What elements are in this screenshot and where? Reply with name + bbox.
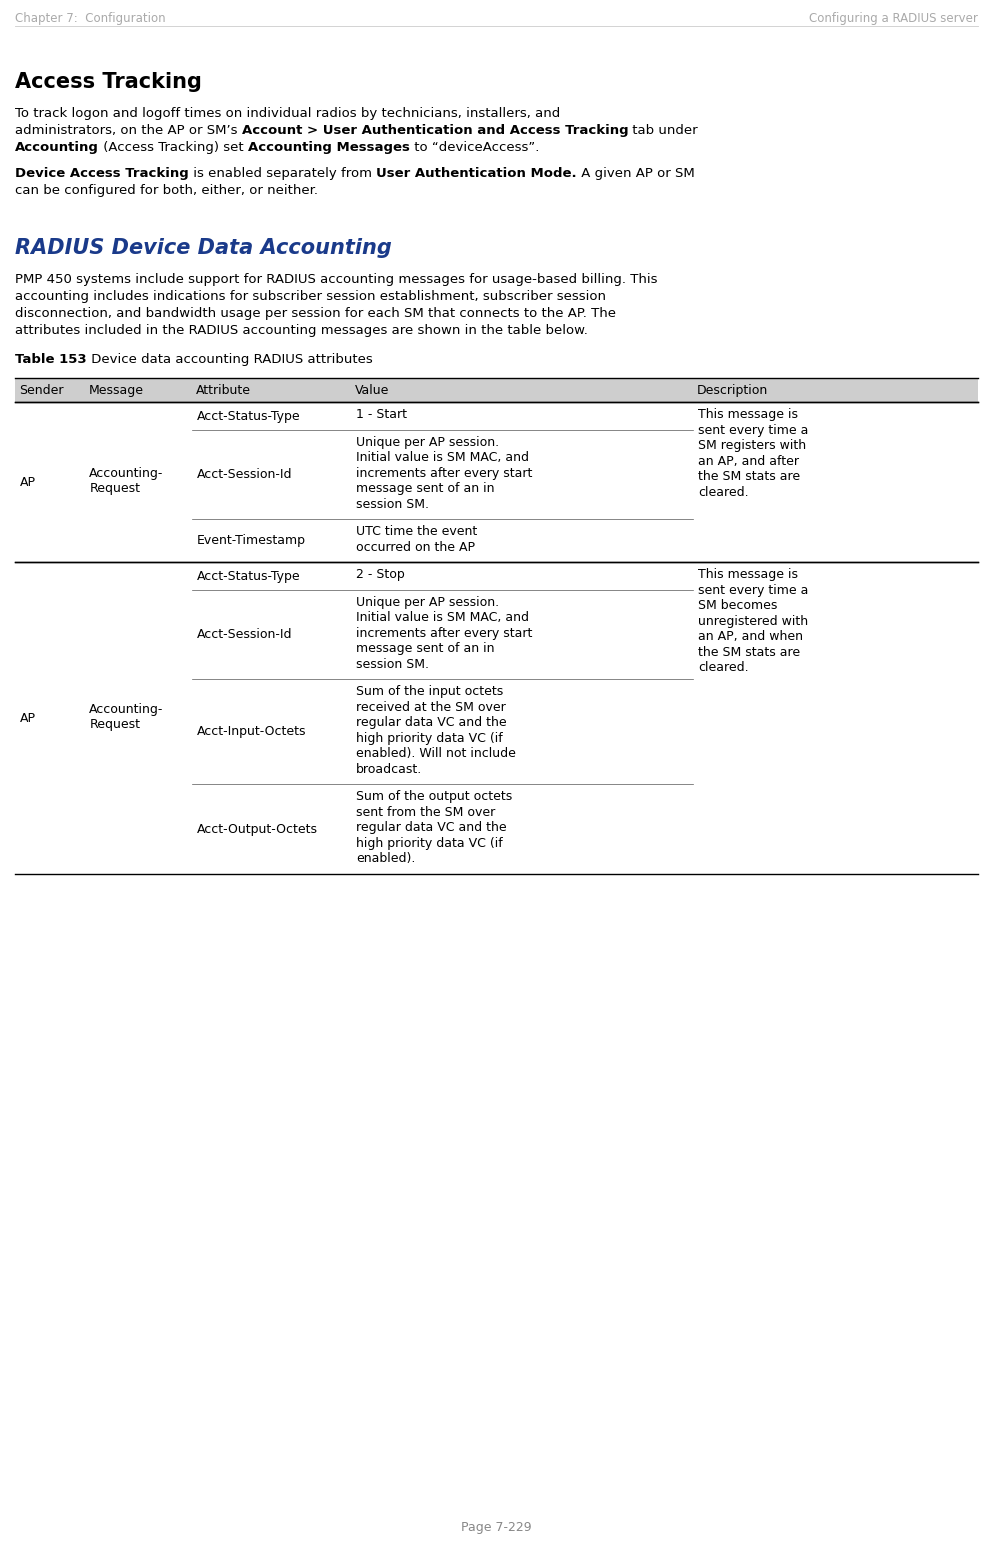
Text: Initial value is SM MAC, and: Initial value is SM MAC, and (356, 612, 529, 624)
Text: session SM.: session SM. (356, 658, 429, 671)
Text: Chapter 7:  Configuration: Chapter 7: Configuration (15, 12, 166, 25)
Text: Accounting-: Accounting- (89, 467, 164, 479)
Text: the SM stats are: the SM stats are (698, 646, 800, 658)
Text: broadcast.: broadcast. (356, 762, 422, 776)
Text: Account > User Authentication and Access Tracking: Account > User Authentication and Access… (241, 124, 629, 137)
Text: an AP, and after: an AP, and after (698, 454, 799, 468)
Text: Device data accounting RADIUS attributes: Device data accounting RADIUS attributes (86, 353, 372, 366)
Text: enabled). Will not include: enabled). Will not include (356, 747, 516, 761)
Text: SM becomes: SM becomes (698, 599, 778, 613)
Text: increments after every start: increments after every start (356, 467, 532, 479)
Text: This message is: This message is (698, 568, 798, 582)
Text: Table 153: Table 153 (15, 353, 86, 366)
Text: Value: Value (355, 384, 389, 397)
Text: Description: Description (697, 384, 769, 397)
Text: is enabled separately from: is enabled separately from (189, 166, 376, 179)
Text: AP: AP (20, 711, 36, 725)
Text: PMP 450 systems include support for RADIUS accounting messages for usage-based b: PMP 450 systems include support for RADI… (15, 272, 657, 286)
Text: Acct-Status-Type: Acct-Status-Type (198, 409, 301, 423)
Text: Event-Timestamp: Event-Timestamp (198, 534, 306, 548)
Text: attributes included in the RADIUS accounting messages are shown in the table bel: attributes included in the RADIUS accoun… (15, 324, 588, 338)
Text: Acct-Input-Octets: Acct-Input-Octets (198, 725, 307, 738)
Text: Acct-Status-Type: Acct-Status-Type (198, 569, 301, 582)
Text: Acct-Output-Octets: Acct-Output-Octets (198, 823, 318, 836)
Text: Request: Request (89, 717, 140, 731)
Text: high priority data VC (if: high priority data VC (if (356, 731, 502, 745)
Text: 2 - Stop: 2 - Stop (356, 568, 405, 582)
Text: regular data VC and the: regular data VC and the (356, 822, 506, 834)
Text: Accounting-: Accounting- (89, 703, 164, 716)
Text: can be configured for both, either, or neither.: can be configured for both, either, or n… (15, 184, 318, 196)
Text: Accounting: Accounting (15, 142, 99, 154)
Text: sent from the SM over: sent from the SM over (356, 806, 496, 818)
Text: Page 7-229: Page 7-229 (461, 1522, 532, 1534)
Text: Configuring a RADIUS server: Configuring a RADIUS server (809, 12, 978, 25)
Text: administrators, on the AP or SM’s: administrators, on the AP or SM’s (15, 124, 241, 137)
Text: increments after every start: increments after every start (356, 627, 532, 640)
Text: high priority data VC (if: high priority data VC (if (356, 837, 502, 850)
Text: 1 - Start: 1 - Start (356, 408, 407, 422)
Text: (Access Tracking) set: (Access Tracking) set (99, 142, 247, 154)
Text: received at the SM over: received at the SM over (356, 700, 505, 714)
Text: sent every time a: sent every time a (698, 423, 808, 437)
Text: cleared.: cleared. (698, 661, 749, 674)
Text: occurred on the AP: occurred on the AP (356, 541, 475, 554)
Text: Sum of the output octets: Sum of the output octets (356, 790, 512, 803)
Text: RADIUS Device Data Accounting: RADIUS Device Data Accounting (15, 238, 392, 258)
Text: unregistered with: unregistered with (698, 615, 808, 627)
Text: an AP, and when: an AP, and when (698, 630, 803, 643)
Text: the SM stats are: the SM stats are (698, 470, 800, 484)
Text: SM registers with: SM registers with (698, 439, 806, 453)
Text: AP: AP (20, 476, 36, 489)
Text: Sum of the input octets: Sum of the input octets (356, 685, 503, 699)
Text: This message is: This message is (698, 408, 798, 422)
Text: Initial value is SM MAC, and: Initial value is SM MAC, and (356, 451, 529, 464)
Text: enabled).: enabled). (356, 853, 415, 865)
Text: session SM.: session SM. (356, 498, 429, 510)
Text: Sender: Sender (19, 384, 64, 397)
Text: Acct-Session-Id: Acct-Session-Id (198, 468, 293, 481)
Text: Acct-Session-Id: Acct-Session-Id (198, 629, 293, 641)
Text: UTC time the event: UTC time the event (356, 526, 478, 538)
Text: sent every time a: sent every time a (698, 584, 808, 598)
Text: Accounting Messages: Accounting Messages (247, 142, 410, 154)
Text: regular data VC and the: regular data VC and the (356, 716, 506, 730)
Text: cleared.: cleared. (698, 485, 749, 499)
Text: Attribute: Attribute (197, 384, 251, 397)
Text: Device Access Tracking: Device Access Tracking (15, 166, 189, 179)
Text: tab under: tab under (629, 124, 698, 137)
Text: Unique per AP session.: Unique per AP session. (356, 596, 499, 608)
Text: To track logon and logoff times on individual radios by technicians, installers,: To track logon and logoff times on indiv… (15, 107, 560, 120)
Text: Access Tracking: Access Tracking (15, 72, 202, 92)
Text: A given AP or SM: A given AP or SM (577, 166, 694, 179)
Text: message sent of an in: message sent of an in (356, 482, 495, 495)
Text: Unique per AP session.: Unique per AP session. (356, 436, 499, 448)
Text: disconnection, and bandwidth usage per session for each SM that connects to the : disconnection, and bandwidth usage per s… (15, 307, 616, 321)
Text: Message: Message (88, 384, 143, 397)
Text: User Authentication Mode.: User Authentication Mode. (376, 166, 577, 179)
Text: message sent of an in: message sent of an in (356, 643, 495, 655)
Text: to “deviceAccess”.: to “deviceAccess”. (410, 142, 539, 154)
Text: accounting includes indications for subscriber session establishment, subscriber: accounting includes indications for subs… (15, 289, 606, 303)
Bar (15, 378, 978, 403)
Text: Request: Request (89, 482, 140, 495)
